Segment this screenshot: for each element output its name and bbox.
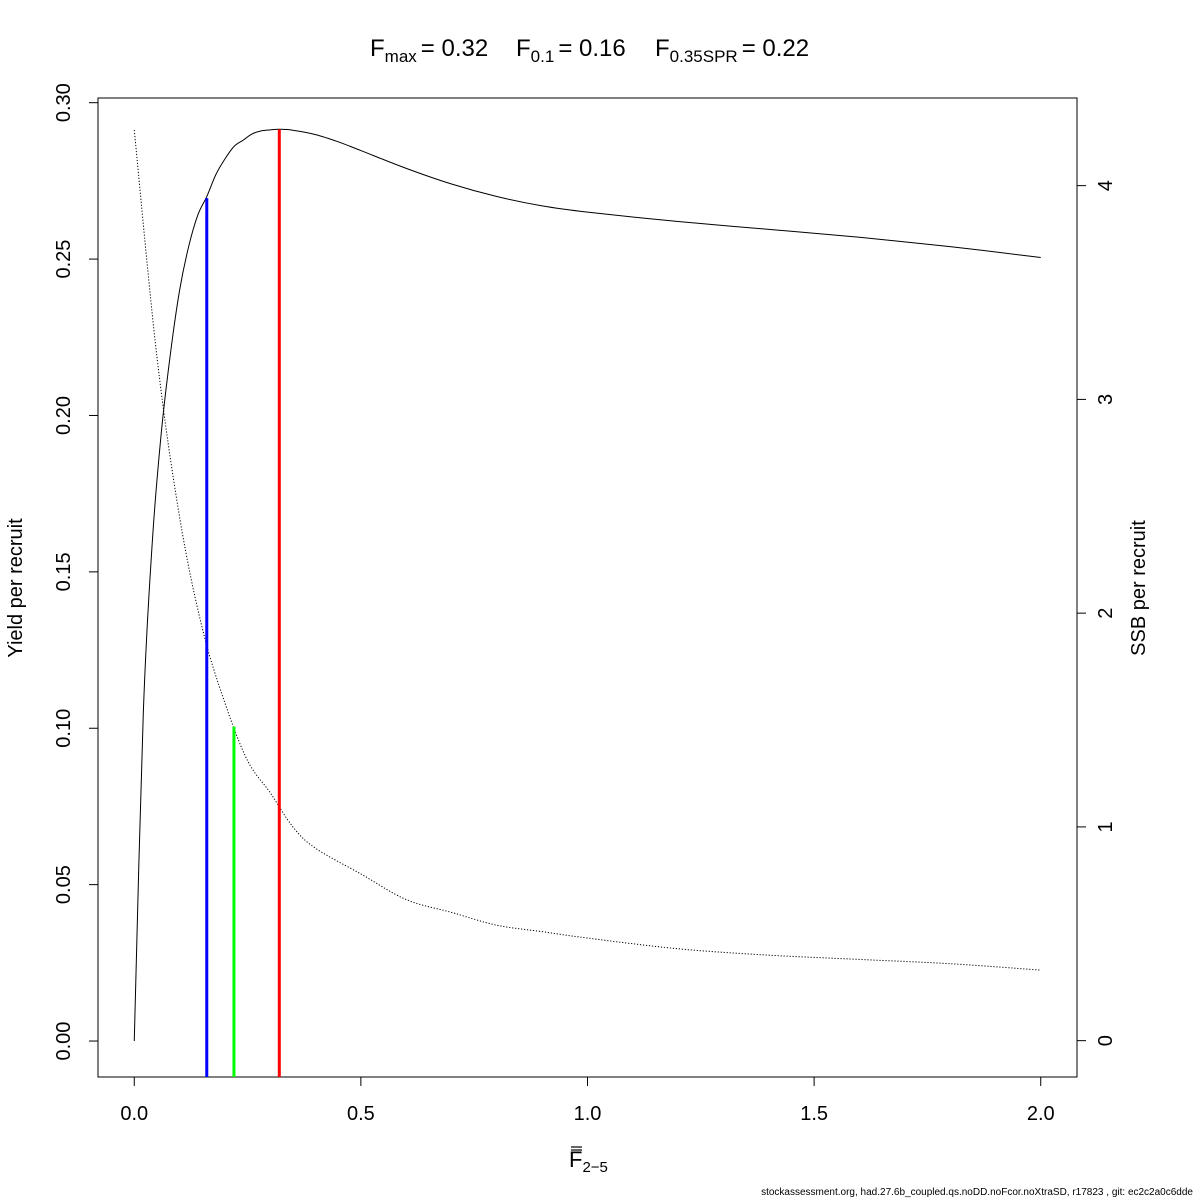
title-f01-label: F: [516, 35, 531, 62]
y-tick-label-left: 0.25: [53, 240, 75, 279]
svg-text:F2−5: F2−5: [569, 1147, 608, 1176]
y-tick-label-left: 0.00: [53, 1022, 75, 1061]
y-tick-label-left: 0.30: [53, 83, 75, 122]
series-layer: [133, 128, 1041, 1042]
x-axis: 0.0 0.5 1.0 1.5 2.0: [120, 1076, 1055, 1125]
ssb-per-recruit-line: [133, 130, 1041, 971]
y-tick-label-right: 0: [1095, 1035, 1117, 1046]
y-axis-left: 0.00 0.05 0.10 0.15 0.20 0.25 0.30: [53, 83, 99, 1061]
x-tick-label: 1.5: [800, 1103, 828, 1125]
title-fmax-subscript: max: [385, 47, 418, 66]
x-axis-label: F2−5: [569, 1146, 608, 1176]
y-tick-label-left: 0.20: [53, 396, 75, 435]
x-tick-label: 0.0: [120, 1103, 148, 1125]
x-axis-label-subscript: 2−5: [582, 1159, 607, 1176]
y-axis-label-left: Yield per recruit: [5, 518, 27, 658]
title-fmax-label: F: [370, 35, 385, 62]
title-f01-value: = 0.16: [558, 35, 625, 62]
svg-text:Fmax= 0.32: Fmax = 0.32: [370, 35, 488, 66]
chart-title: Fmax = 0.32 F0.1 = 0.16 F0.35SPR = 0.22: [370, 35, 809, 66]
title-fspr-subscript: 0.35SPR: [670, 47, 738, 66]
y-tick-label-left: 0.15: [53, 552, 75, 591]
yield-per-recruit-line: [133, 128, 1041, 1042]
y-axis-label-right: SSB per recruit: [1128, 520, 1150, 656]
footer-text: stockassessment.org, had.27.6b_coupled.q…: [761, 1187, 1193, 1198]
title-f01-subscript: 0.1: [531, 47, 555, 66]
y-tick-label-left: 0.10: [53, 709, 75, 748]
y-tick-label-right: 1: [1095, 821, 1117, 832]
y-tick-label-right: 4: [1095, 180, 1117, 191]
x-tick-label: 0.5: [347, 1103, 375, 1125]
title-fmax-value: = 0.32: [421, 35, 488, 62]
y-tick-label-right: 2: [1095, 608, 1117, 619]
svg-text:F0.35SPR= 0.22: F0.35SPR = 0.22: [655, 35, 809, 66]
svg-text:F0.1= 0.16: F0.1 = 0.16: [516, 35, 626, 66]
y-tick-label-right: 3: [1095, 394, 1117, 405]
x-tick-label: 2.0: [1027, 1103, 1055, 1125]
title-fspr-value: = 0.22: [742, 35, 809, 62]
x-tick-label: 1.0: [574, 1103, 602, 1125]
reference-lines: [205, 129, 281, 1077]
title-fspr-label: F: [655, 35, 670, 62]
y-tick-label-left: 0.05: [53, 865, 75, 904]
x-axis-label-text: F: [569, 1147, 582, 1172]
y-axis-right: 0 1 2 3 4: [1076, 180, 1117, 1046]
